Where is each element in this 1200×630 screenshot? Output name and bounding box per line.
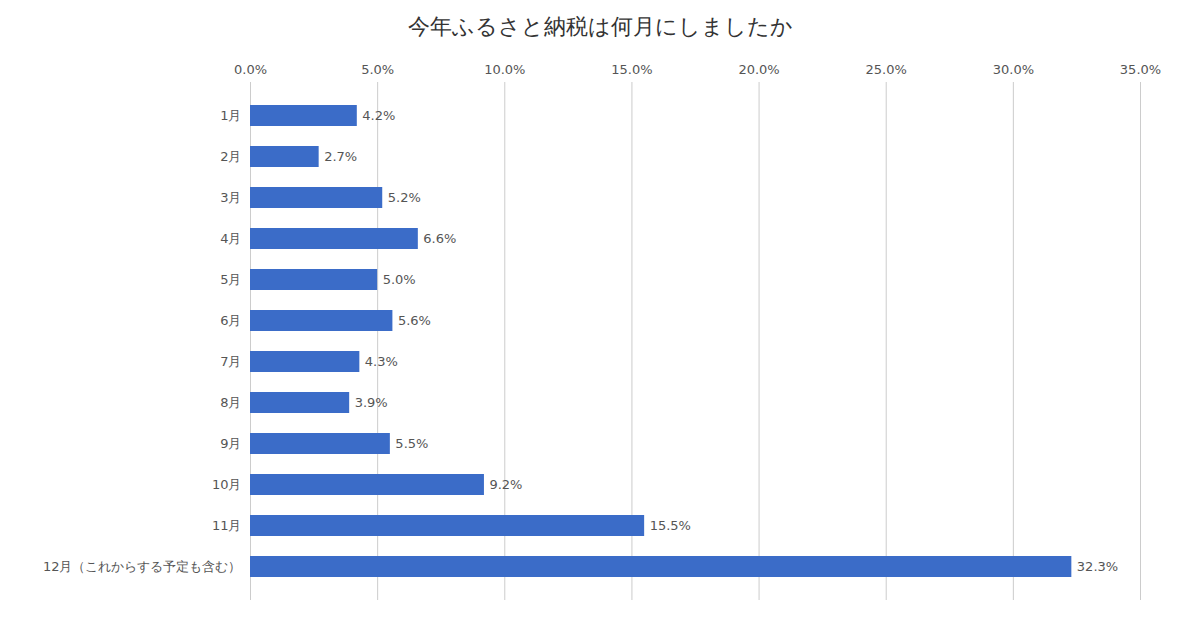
svg-text:9月: 9月 [220, 436, 241, 451]
svg-text:15.5%: 15.5% [650, 518, 691, 533]
svg-text:25.0%: 25.0% [866, 62, 907, 77]
svg-text:32.3%: 32.3% [1077, 559, 1118, 574]
svg-text:35.0%: 35.0% [1120, 62, 1161, 77]
svg-text:5.0%: 5.0% [361, 62, 394, 77]
html-text:今年ふるさと納税は何月にしましたか: 今年ふるさと納税は何月にしましたか [407, 14, 793, 39]
svg-text:2月: 2月 [220, 149, 241, 164]
svg-text:5.5%: 5.5% [395, 436, 428, 451]
svg-text:12月（これからする予定も含む）: 12月（これからする予定も含む） [43, 559, 242, 574]
svg-text:15.0%: 15.0% [611, 62, 652, 77]
svg-text:10月: 10月 [212, 477, 242, 492]
svg-text:6.6%: 6.6% [423, 231, 456, 246]
svg-text:4月: 4月 [220, 231, 241, 246]
svg-text:10.0%: 10.0% [484, 62, 525, 77]
svg-text:5.2%: 5.2% [388, 190, 421, 205]
svg-text:8月: 8月 [220, 395, 241, 410]
svg-text:30.0%: 30.0% [993, 62, 1034, 77]
svg-text:4.2%: 4.2% [362, 108, 395, 123]
svg-text:1月: 1月 [220, 108, 241, 123]
svg-text:9.2%: 9.2% [489, 477, 522, 492]
svg-text:3.9%: 3.9% [355, 395, 388, 410]
svg-text:5.6%: 5.6% [398, 313, 431, 328]
svg-text:2.7%: 2.7% [324, 149, 357, 164]
svg-text:5.0%: 5.0% [383, 272, 416, 287]
svg-text:6月: 6月 [220, 313, 241, 328]
svg-text:7月: 7月 [220, 354, 241, 369]
svg-text:3月: 3月 [220, 190, 241, 205]
svg-text:0.0%: 0.0% [234, 62, 267, 77]
svg-text:5月: 5月 [220, 272, 241, 287]
svg-text:20.0%: 20.0% [738, 62, 779, 77]
svg-text:4.3%: 4.3% [365, 354, 398, 369]
svg-text:11月: 11月 [212, 518, 242, 533]
